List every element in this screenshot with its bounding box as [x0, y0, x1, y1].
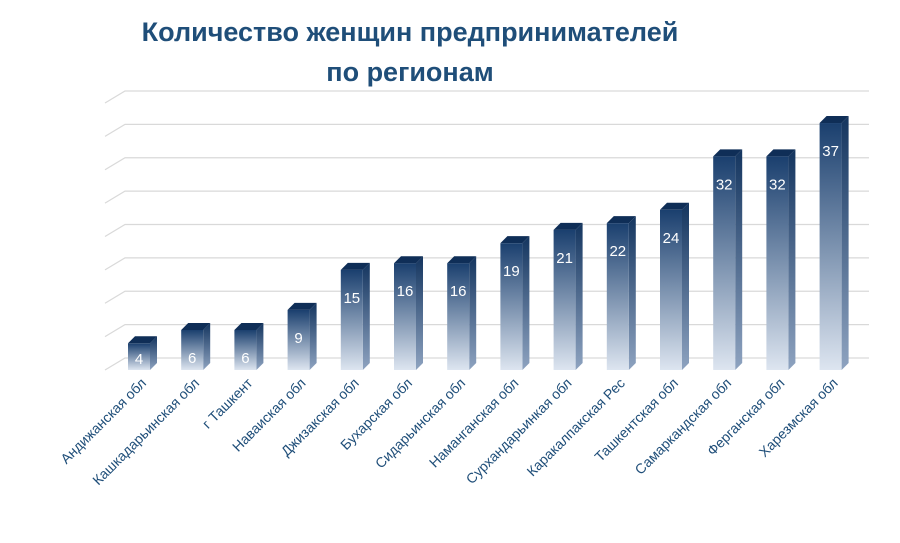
- bar-cap: [660, 202, 689, 210]
- bar-cap: [606, 216, 636, 224]
- data-label: 32: [716, 176, 733, 193]
- data-label: 37: [822, 143, 839, 160]
- bar: [606, 216, 636, 370]
- data-label: 24: [663, 230, 680, 247]
- gridline: [104, 157, 869, 171]
- bar: [394, 256, 423, 370]
- bar-cap: [340, 262, 370, 270]
- bar-side: [469, 256, 477, 370]
- bar-front: [766, 156, 789, 370]
- bar-cap: [500, 236, 530, 244]
- bar-cap: [394, 256, 423, 264]
- bar-side: [416, 256, 423, 370]
- bar-front: [394, 263, 416, 370]
- x-tick-label: г Ташкент: [199, 374, 256, 431]
- x-tick-label: Сурхандарьинкая обл: [463, 375, 575, 487]
- bar-front: [713, 156, 736, 370]
- bar-front: [606, 223, 629, 370]
- x-tick-label: Кашкадарьинская обл: [89, 375, 202, 488]
- bar-side: [256, 322, 264, 370]
- bar: [713, 149, 743, 370]
- gridline: [104, 90, 869, 104]
- bar-side: [682, 202, 689, 370]
- bar-cap: [766, 149, 796, 157]
- bar: [766, 149, 796, 370]
- chart-title: Количество женщин предпринимателей по ре…: [60, 12, 760, 92]
- bar-cap: [819, 116, 849, 124]
- gridline: [104, 223, 869, 238]
- data-label: 22: [609, 243, 626, 260]
- data-label: 19: [503, 263, 520, 280]
- bar-cap: [713, 149, 743, 157]
- gridline: [104, 357, 869, 371]
- data-label: 15: [343, 290, 360, 307]
- bar-front: [287, 309, 310, 370]
- x-tick-label: Самаркандская обл: [632, 375, 735, 478]
- bars: 4 6 6 9 15 16 16 19 21 22 24 32 32 37: [128, 116, 849, 371]
- bar-side: [150, 336, 157, 370]
- chart-title-line-2: по регионам: [326, 57, 494, 87]
- bar-side: [522, 236, 530, 370]
- bar-cap: [128, 336, 157, 344]
- bar: [500, 236, 530, 370]
- bar-front: [553, 229, 576, 370]
- bar-front: [447, 263, 470, 370]
- data-label: 21: [556, 250, 573, 267]
- bar-front: [181, 329, 204, 370]
- x-tick-label: Каракалпакская Рес: [523, 375, 627, 479]
- bar-side: [203, 322, 211, 370]
- x-tick-label: Сидарьинская обл: [372, 375, 469, 472]
- bar-front: [234, 329, 257, 370]
- data-label: 6: [241, 350, 249, 367]
- bar: [340, 262, 370, 370]
- chart-title-line-1: Количество женщин предпринимателей: [141, 17, 679, 47]
- gridline: [104, 257, 869, 271]
- bar-front: [128, 343, 150, 370]
- gridline: [104, 190, 869, 204]
- bar-cap: [287, 302, 317, 310]
- bar-side: [309, 302, 317, 370]
- bar-side: [788, 149, 796, 370]
- bar-cap: [181, 322, 211, 330]
- bar-front: [340, 269, 363, 370]
- bar: [819, 116, 849, 371]
- bar: [553, 222, 583, 370]
- x-tick-label: Наманганская обл: [426, 375, 522, 471]
- data-label: 4: [135, 351, 143, 368]
- bar-front: [819, 123, 842, 371]
- bar-side: [735, 149, 743, 370]
- bar: [447, 256, 477, 370]
- data-label: 16: [450, 283, 467, 300]
- data-label: 6: [188, 350, 196, 367]
- bar-front: [660, 209, 682, 370]
- bar: [181, 322, 211, 370]
- bar: [234, 322, 264, 370]
- gridline: [104, 123, 869, 137]
- gridline: [104, 324, 869, 338]
- gridline: [104, 290, 869, 304]
- gridlines: [104, 90, 869, 371]
- bar-side: [362, 262, 370, 370]
- data-label: 32: [769, 176, 786, 193]
- bar-side: [841, 116, 849, 371]
- data-label: 9: [294, 330, 302, 347]
- bar: [128, 336, 157, 370]
- bar: [660, 202, 689, 370]
- bar: [287, 302, 317, 370]
- bar-front: [500, 243, 523, 370]
- bar-side: [575, 222, 583, 370]
- bar-side: [628, 216, 636, 370]
- bar-cap: [234, 322, 264, 330]
- bar-cap: [447, 256, 477, 264]
- data-label: 16: [397, 283, 414, 300]
- bar-cap: [553, 222, 583, 230]
